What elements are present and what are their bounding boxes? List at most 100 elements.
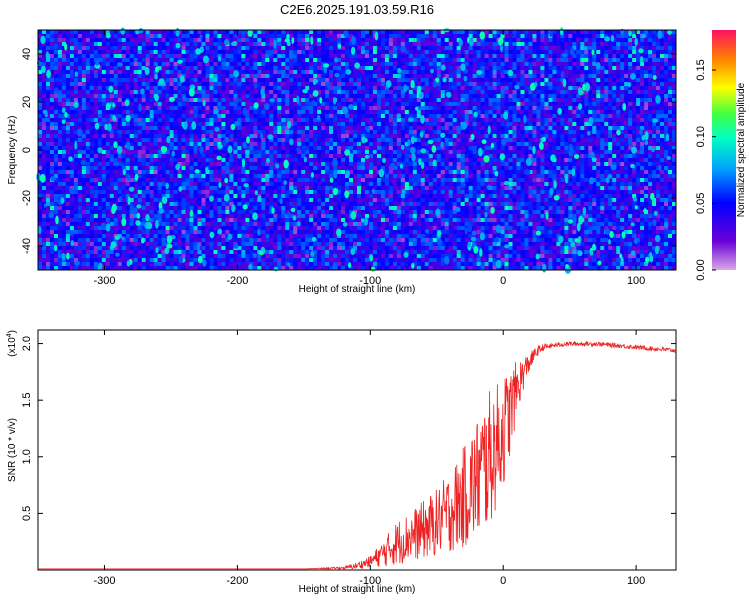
heatmap-cell xyxy=(428,106,434,111)
heatmap-cell xyxy=(460,146,465,151)
heatmap-cell xyxy=(656,138,661,143)
heatmap-cell xyxy=(269,90,274,95)
heatmap-cell xyxy=(456,62,461,67)
heatmap-cell xyxy=(265,98,270,103)
heatmap-cell xyxy=(396,94,402,99)
heatmap-cell xyxy=(65,50,71,55)
heatmap-cell xyxy=(384,46,390,51)
heatmap-cell xyxy=(616,34,621,39)
heatmap-cell xyxy=(544,38,549,43)
heatmap-cell xyxy=(632,46,637,51)
heatmap-cell xyxy=(201,38,206,43)
heatmap-cell xyxy=(241,86,246,91)
heatmap-cell xyxy=(69,134,75,139)
heatmap-cell xyxy=(452,74,457,79)
heatmap-cell xyxy=(265,122,270,127)
heatmap-cell xyxy=(169,150,174,155)
heatmap-cell xyxy=(229,50,234,55)
heatmap-cell xyxy=(77,50,83,55)
heatmap-cell xyxy=(456,98,461,103)
heatmap-cell xyxy=(468,142,473,147)
heatmap-cell xyxy=(45,46,51,51)
heatmap-cell xyxy=(329,38,334,43)
heatmap-cell xyxy=(656,110,661,115)
heatmap-cell xyxy=(420,38,426,43)
heatmap-cell xyxy=(628,114,633,119)
heatmap-cell xyxy=(480,74,485,79)
heatmap-cell xyxy=(121,134,127,139)
heatmap-cell xyxy=(329,118,334,123)
heatmap-cell xyxy=(608,54,613,59)
heatmap-cell xyxy=(500,118,505,123)
heatmap-cell xyxy=(213,62,218,67)
heatmap-cell xyxy=(41,154,47,159)
heatmap-cell xyxy=(53,142,59,147)
heatmap-cell xyxy=(173,50,178,55)
heatmap-cell xyxy=(456,38,461,43)
heatmap-cell xyxy=(293,134,298,139)
heatmap-cell xyxy=(213,94,218,99)
heatmap-cell xyxy=(660,46,665,51)
heatmap-cell xyxy=(660,142,665,147)
heatmap-cell xyxy=(173,130,178,135)
heatmap-cell xyxy=(608,50,613,55)
heatmap-cell xyxy=(400,74,406,79)
heatmap-cell xyxy=(544,70,549,75)
heatmap-cell xyxy=(412,66,418,71)
heatmap-cell xyxy=(249,98,254,103)
heatmap-cell xyxy=(129,86,134,91)
heatmap-cell xyxy=(249,150,254,155)
heatmap-cell xyxy=(436,66,442,71)
heatmap-cell xyxy=(600,74,605,79)
heatmap-cell xyxy=(281,46,286,51)
heatmap-cell xyxy=(536,78,541,83)
heatmap-cell xyxy=(169,30,174,35)
heatmap-cell xyxy=(205,122,210,127)
heatmap-cell xyxy=(668,38,673,43)
heatmap-cell xyxy=(129,62,134,67)
heatmap-cell xyxy=(564,46,569,51)
heatmap-cell xyxy=(121,130,127,135)
heatmap-cell xyxy=(197,134,202,139)
heatmap-cell xyxy=(636,102,641,107)
heatmap-cell xyxy=(113,154,119,159)
heatmap-cell xyxy=(177,62,182,67)
heatmap-cell xyxy=(416,74,422,79)
heatmap-cell xyxy=(41,142,47,147)
heatmap-cell xyxy=(508,82,513,87)
heatmap-cell xyxy=(121,94,127,99)
heatmap-cell xyxy=(205,42,210,47)
heatmap-cell xyxy=(492,66,497,71)
heatmap-cell xyxy=(353,66,358,71)
heatmap-cell xyxy=(364,78,370,83)
heatmap-cell xyxy=(636,54,641,59)
heatmap-cell xyxy=(624,146,629,151)
heatmap-cell xyxy=(604,142,609,147)
heatmap-cell xyxy=(189,102,194,107)
heatmap-cell xyxy=(297,118,302,123)
heatmap-cell xyxy=(193,54,198,59)
heatmap-cell xyxy=(113,54,119,59)
heatmap-cell xyxy=(560,38,565,43)
heatmap-cell xyxy=(608,46,613,51)
heatmap-cell xyxy=(520,90,525,95)
heatmap-cell xyxy=(572,118,577,123)
heatmap-cell xyxy=(133,134,138,139)
heatmap-cell xyxy=(408,126,414,131)
heatmap-cell xyxy=(161,70,166,75)
heatmap-cell xyxy=(456,94,461,99)
heatmap-cell xyxy=(133,50,138,55)
heatmap-cell xyxy=(380,134,386,139)
heatmap-cell xyxy=(157,118,162,123)
heatmap-cell xyxy=(372,122,378,127)
heatmap-cell xyxy=(261,42,266,47)
heatmap-cell xyxy=(476,42,481,47)
heatmap-cell xyxy=(317,74,322,79)
heatmap-cell xyxy=(301,46,306,51)
heatmap-cell xyxy=(560,58,565,63)
heatmap-cell xyxy=(85,102,91,107)
heatmap-cell xyxy=(101,34,107,39)
heatmap-cell xyxy=(636,114,641,119)
heatmap-cell xyxy=(173,102,178,107)
heatmap-cell xyxy=(560,130,565,135)
